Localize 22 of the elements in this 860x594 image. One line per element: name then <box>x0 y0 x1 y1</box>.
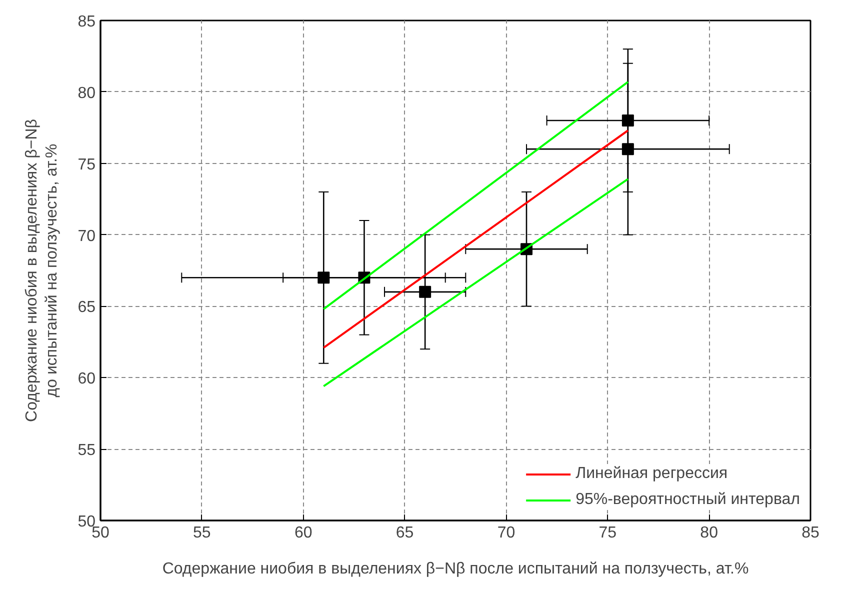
legend-label: 95%-вероятностный интервал <box>576 491 800 509</box>
x-tick-label: 85 <box>802 524 820 542</box>
y-tick-label: 60 <box>78 370 96 388</box>
point <box>622 143 634 156</box>
y-tick-label: 65 <box>78 299 96 316</box>
y-axis-title: Содержание ниобия в выделениях β−Nβ до испытаний на ползучесть, ат.% <box>23 119 61 422</box>
y-tick-label: 75 <box>78 156 96 174</box>
x-tick-label: 80 <box>700 524 718 542</box>
x-axis-title: Содержание ниобия в выделениях β−Nβ после испытаний на ползучесть, ат.% <box>162 560 749 578</box>
point <box>622 114 634 126</box>
y-tick-label: 70 <box>78 228 96 245</box>
x-tick-label: 65 <box>396 524 414 542</box>
x-tick-label: 55 <box>193 524 211 542</box>
y-tick-label: 55 <box>78 442 96 460</box>
x-tick-label: 60 <box>294 524 312 542</box>
x-tick-label: 75 <box>598 524 617 542</box>
y-tick-label: 85 <box>78 14 96 30</box>
legend-label: Линейная регрессия <box>576 465 728 483</box>
point <box>318 272 330 284</box>
x-tick-label: 70 <box>497 524 516 542</box>
y-tick-label: 80 <box>78 84 96 102</box>
point <box>419 286 432 298</box>
